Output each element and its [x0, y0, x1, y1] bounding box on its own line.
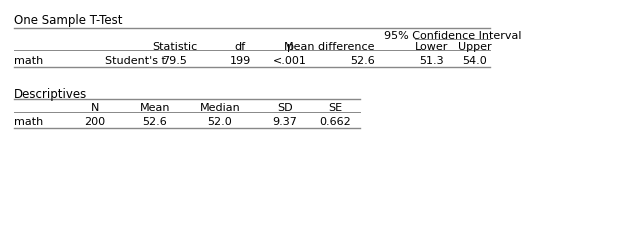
Text: math: math: [14, 117, 43, 127]
Text: 199: 199: [230, 56, 251, 66]
Text: 9.37: 9.37: [273, 117, 297, 127]
Text: 79.5: 79.5: [162, 56, 188, 66]
Text: 52.6: 52.6: [143, 117, 167, 127]
Text: Median: Median: [200, 103, 241, 113]
Text: 52.6: 52.6: [350, 56, 375, 66]
Text: SE: SE: [328, 103, 342, 113]
Text: Statistic: Statistic: [152, 42, 197, 52]
Text: Upper: Upper: [458, 42, 492, 52]
Text: One Sample T-Test: One Sample T-Test: [14, 14, 123, 27]
Text: 52.0: 52.0: [208, 117, 233, 127]
Text: p: p: [286, 42, 294, 52]
Text: df: df: [234, 42, 246, 52]
Text: Descriptives: Descriptives: [14, 88, 87, 101]
Text: math: math: [14, 56, 43, 66]
Text: 51.3: 51.3: [420, 56, 444, 66]
Text: Mean: Mean: [139, 103, 170, 113]
Text: Lower: Lower: [415, 42, 449, 52]
Text: 200: 200: [85, 117, 106, 127]
Text: 95% Confidence Interval: 95% Confidence Interval: [384, 31, 522, 41]
Text: Student's t: Student's t: [105, 56, 166, 66]
Text: N: N: [91, 103, 99, 113]
Text: 0.662: 0.662: [319, 117, 351, 127]
Text: Mean difference: Mean difference: [284, 42, 375, 52]
Text: 54.0: 54.0: [463, 56, 487, 66]
Text: SD: SD: [277, 103, 293, 113]
Text: <.001: <.001: [273, 56, 307, 66]
